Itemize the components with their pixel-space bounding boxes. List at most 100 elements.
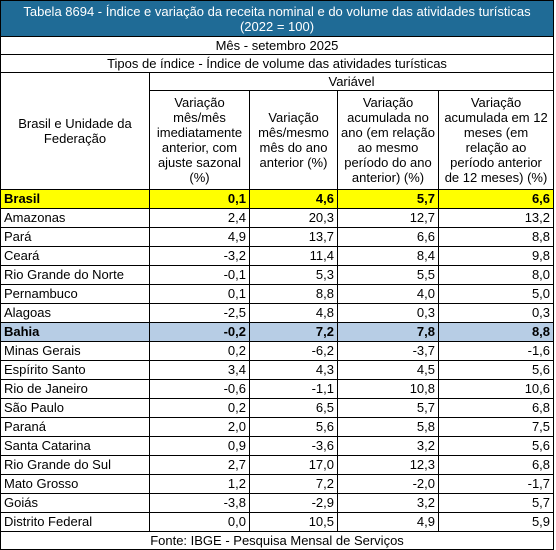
table-row: Paraná 2,0 5,6 5,8 7,5 (0, 417, 555, 437)
value-cell: 2,7 (149, 455, 250, 475)
value-cell: 8,0 (437, 265, 555, 285)
value-cell: 0,1 (149, 284, 250, 304)
value-cell: -2,9 (249, 493, 338, 513)
value-cell: 5,0 (437, 284, 555, 304)
value-cell: 17,0 (249, 455, 338, 475)
value-cell: 3,2 (337, 436, 439, 456)
header-accumulated-year: Variação acumulada no ano (em relação ao… (337, 90, 439, 190)
value-cell: -0,1 (149, 265, 250, 285)
value-cell: 6,5 (249, 398, 338, 418)
value-cell: -2,0 (337, 474, 439, 494)
region-cell: Goiás (0, 493, 150, 513)
value-cell: 3,4 (149, 360, 250, 380)
value-cell: 0,0 (149, 512, 250, 532)
region-cell: Brasil (0, 189, 150, 209)
header-monthly-seasonal: Variação mês/mês imediatamente anterior,… (149, 90, 250, 190)
value-cell: 5,6 (437, 360, 555, 380)
value-cell: 3,2 (337, 493, 439, 513)
region-cell: Distrito Federal (0, 512, 150, 532)
value-cell: 8,8 (437, 322, 555, 342)
value-cell: 1,2 (149, 474, 250, 494)
table-row: Mato Grosso 1,2 7,2 -2,0 -1,7 (0, 474, 555, 494)
table-row: Goiás -3,8 -2,9 3,2 5,7 (0, 493, 555, 513)
value-cell: -3,6 (249, 436, 338, 456)
variable-header: Variável (148, 72, 555, 91)
header-accumulated-12-months: Variação acumulada em 12 meses (em relaç… (437, 90, 555, 190)
value-cell: -6,2 (249, 341, 338, 361)
source-note: Fonte: IBGE - Pesquisa Mensal de Serviço… (0, 531, 555, 550)
region-cell: Bahia (0, 322, 150, 342)
value-cell: -2,5 (149, 303, 250, 323)
region-cell: Rio Grande do Norte (0, 265, 150, 285)
header-year-over-year: Variação mês/mesmo mês do ano anterior (… (249, 90, 338, 190)
value-cell: 11,4 (249, 246, 338, 266)
value-cell: 4,0 (337, 284, 439, 304)
value-cell: 5,7 (337, 398, 439, 418)
table-row: Amazonas 2,4 20,3 12,7 13,2 (0, 208, 555, 228)
value-cell: 8,8 (249, 284, 338, 304)
value-cell: 0,9 (149, 436, 250, 456)
value-cell: 7,5 (437, 417, 555, 437)
value-cell: 4,8 (249, 303, 338, 323)
table-row: Espírito Santo 3,4 4,3 4,5 5,6 (0, 360, 555, 380)
region-cell: Paraná (0, 417, 150, 437)
value-cell: 4,5 (337, 360, 439, 380)
region-cell: Amazonas (0, 208, 150, 228)
region-cell: Rio de Janeiro (0, 379, 150, 399)
region-cell: Mato Grosso (0, 474, 150, 494)
value-cell: -0,6 (149, 379, 250, 399)
region-cell: São Paulo (0, 398, 150, 418)
value-cell: -1,6 (437, 341, 555, 361)
region-cell: Espírito Santo (0, 360, 150, 380)
month-row: Mês - setembro 2025 (0, 36, 555, 55)
value-cell: 5,7 (437, 493, 555, 513)
value-cell: 0,1 (149, 189, 250, 209)
value-cell: 0,3 (437, 303, 555, 323)
value-cell: 9,8 (437, 246, 555, 266)
value-cell: 12,7 (337, 208, 439, 228)
value-cell: 10,5 (249, 512, 338, 532)
value-cell: 2,0 (149, 417, 250, 437)
table-row: Bahia -0,2 7,2 7,8 8,8 (0, 322, 555, 342)
value-cell: 5,7 (337, 189, 439, 209)
value-cell: 0,2 (149, 341, 250, 361)
region-header: Brasil e Unidade da Federação (0, 72, 150, 190)
value-cell: -3,8 (149, 493, 250, 513)
value-cell: -3,2 (149, 246, 250, 266)
region-cell: Pará (0, 227, 150, 247)
table-row: Santa Catarina 0,9 -3,6 3,2 5,6 (0, 436, 555, 456)
value-cell: 0,3 (337, 303, 439, 323)
value-cell: 12,3 (337, 455, 439, 475)
table-title: Tabela 8694 - Índice e variação da recei… (0, 0, 555, 37)
region-cell: Alagoas (0, 303, 150, 323)
table-row: Rio de Janeiro -0,6 -1,1 10,8 10,6 (0, 379, 555, 399)
region-cell: Rio Grande do Sul (0, 455, 150, 475)
table-row: Distrito Federal 0,0 10,5 4,9 5,9 (0, 512, 555, 532)
region-cell: Minas Gerais (0, 341, 150, 361)
value-cell: 4,6 (249, 189, 338, 209)
table-row: Pernambuco 0,1 8,8 4,0 5,0 (0, 284, 555, 304)
value-cell: 6,6 (337, 227, 439, 247)
value-cell: 8,4 (337, 246, 439, 266)
value-cell: 5,9 (437, 512, 555, 532)
table-row: Rio Grande do Norte -0,1 5,3 5,5 8,0 (0, 265, 555, 285)
table-body: Brasil 0,1 4,6 5,7 6,6 Amazonas 2,4 20,3 12,7 13,… (0, 189, 555, 532)
value-cell: -0,2 (149, 322, 250, 342)
value-cell: 6,6 (437, 189, 555, 209)
value-cell: 8,8 (437, 227, 555, 247)
table-row: Alagoas -2,5 4,8 0,3 0,3 (0, 303, 555, 323)
table-row: Minas Gerais 0,2 -6,2 -3,7 -1,6 (0, 341, 555, 361)
value-cell: 5,5 (337, 265, 439, 285)
value-cell: 10,6 (437, 379, 555, 399)
region-cell: Ceará (0, 246, 150, 266)
value-cell: -3,7 (337, 341, 439, 361)
value-cell: 4,3 (249, 360, 338, 380)
value-cell: 7,8 (337, 322, 439, 342)
value-cell: 7,2 (249, 322, 338, 342)
table-row: Brasil 0,1 4,6 5,7 6,6 (0, 189, 555, 209)
value-cell: 20,3 (249, 208, 338, 228)
region-cell: Santa Catarina (0, 436, 150, 456)
value-cell: 5,3 (249, 265, 338, 285)
